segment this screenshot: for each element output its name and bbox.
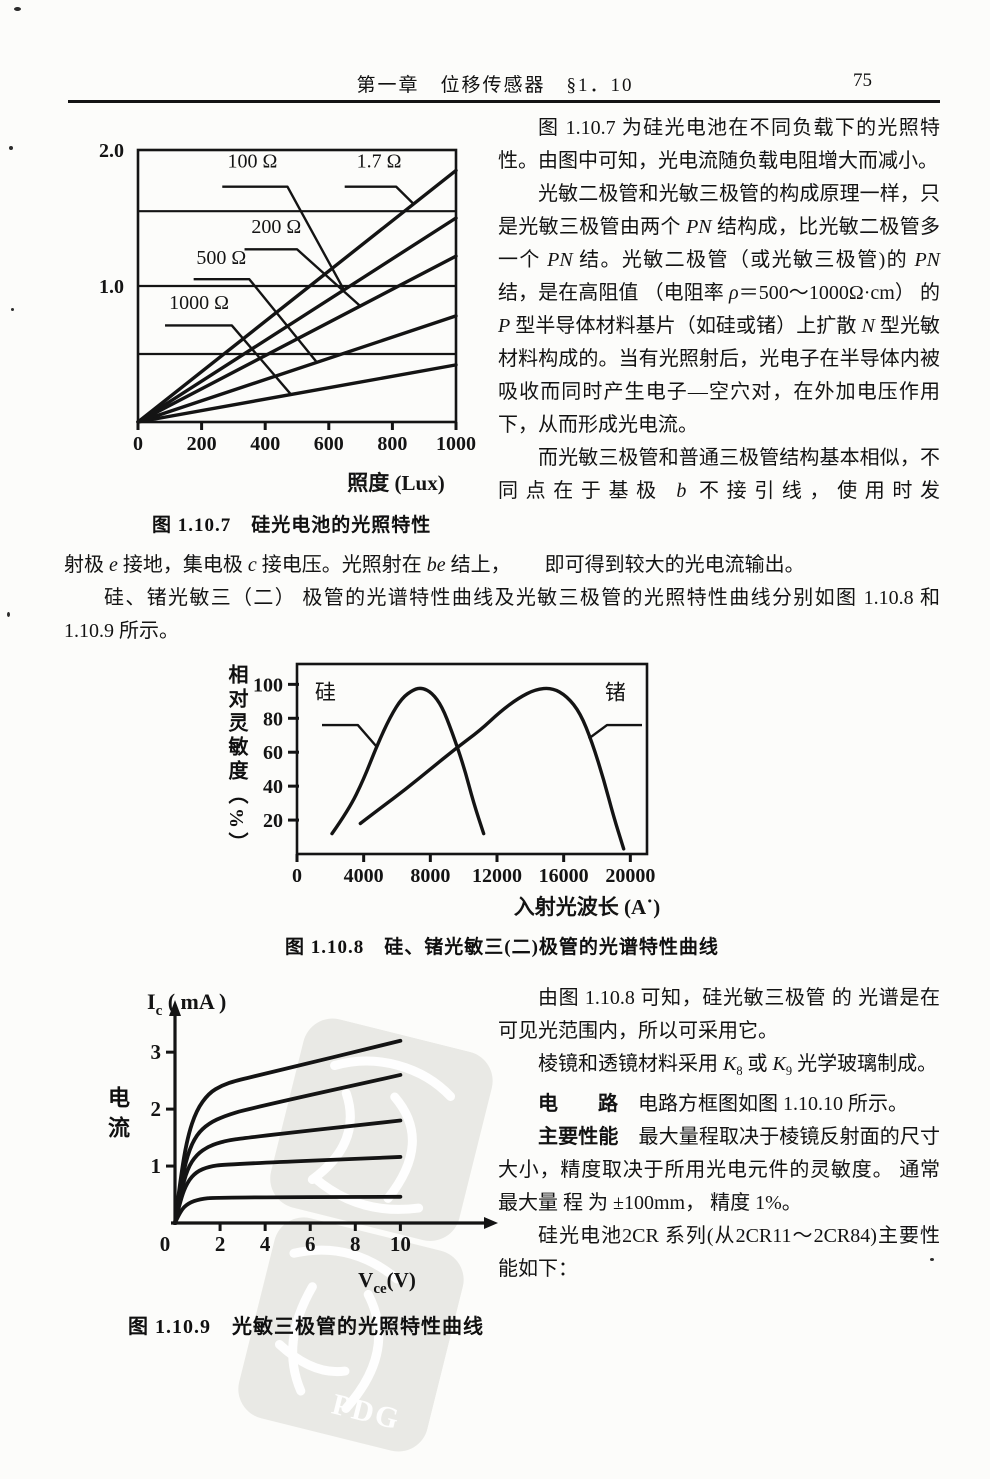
x-axis-arrowhead xyxy=(484,1217,498,1229)
figure-1-10-8-chart: 0 4000 8000 12000 16000 20000 20 40 60 80 100 硅 锗入射光… xyxy=(253,662,660,919)
paragraph-photodiode-principle: 光敏二极管和光敏三极管的构成原理一样，只是光敏三极管由两个 PN 结构成，比光敏… xyxy=(498,183,941,436)
annotation-label: 100 Ω xyxy=(228,151,278,173)
paragraph-fig7-intro: 图 1.10.7 为硅光电池在不同负载下的光照特性。由图中可知，光电流随负载电阻… xyxy=(498,117,940,172)
series-line-500 Ω xyxy=(136,314,458,424)
figure-1-10-8-caption: 图 1.10.8 硅、锗光敏三(二)极管的光谱特性曲线 xyxy=(285,937,719,958)
x-tick-label: 800 xyxy=(377,433,407,455)
x-tick-label: 12000 xyxy=(472,865,522,887)
series-line-curve-2 xyxy=(173,1073,403,1225)
fig9-y-axis-label: 电流 xyxy=(105,1086,130,1146)
x-tick-label: 8000 xyxy=(410,865,450,887)
x-tick-label: 0 xyxy=(133,433,143,455)
paragraph-figure-references: 硅、锗光敏三（二） 极管的光谱特性曲线及光敏三极管的光照特性曲线分别如图 1.1… xyxy=(64,587,940,642)
annotation-label: 200 Ω xyxy=(251,216,301,238)
plot-frame xyxy=(136,148,458,424)
paragraph-circuit: 电 路 电路方框图如图 1.10.10 所示。 xyxy=(538,1093,908,1115)
x-axis-title: Vce(V) xyxy=(358,1268,416,1297)
x-axis-title: 入射光波长 (A˙) xyxy=(514,895,660,919)
x-axis-title: 照度 (Lux) xyxy=(347,471,444,495)
y-tick-label: 100 xyxy=(253,674,283,696)
series-line-curve-5 xyxy=(173,1194,403,1225)
right-column-top: 图 1.10.7 为硅光电池在不同负载下的光照特性。由图中可知，光电流随负载电阻… xyxy=(498,112,940,508)
annotation-label: 硅 xyxy=(315,681,336,705)
series-line-1000 Ω xyxy=(136,363,458,424)
paragraph-glass-material: 棱镜和透镜材料采用 K8 或 K9 光学玻璃制成。 xyxy=(538,1053,938,1078)
x-tick-label: 0 xyxy=(292,865,302,887)
watermark-glyphs: PDG xyxy=(238,1018,493,1452)
annotation-leader xyxy=(222,185,346,291)
scan-speckle xyxy=(11,308,14,311)
y-axis-title: Ic ( mA ) xyxy=(147,989,226,1019)
figure-1-10-9-caption: 图 1.10.9 光敏三极管的光照特性曲线 xyxy=(128,1316,484,1338)
y-tick-label: 60 xyxy=(263,742,283,764)
y-axis-arrowhead xyxy=(169,1000,181,1016)
scan-speckle xyxy=(14,7,21,11)
right-column-bottom: 由图 1.10.8 可知，硅光敏三极管 的 光谱是在可见光范围内，所以可采用它。… xyxy=(498,982,940,1286)
x-tick-label: 6 xyxy=(305,1232,316,1256)
x-tick-label: 8 xyxy=(350,1232,361,1256)
series-line-硅 xyxy=(330,686,486,836)
annotation-label: 锗 xyxy=(605,681,626,705)
x-tick-label: 4 xyxy=(260,1232,271,1256)
y-tick-label: 1.0 xyxy=(99,276,124,298)
chapter-heading: 第一章 位移传感器 §1．10 xyxy=(356,75,634,96)
x-tick-label: 10 xyxy=(390,1232,411,1256)
y-tick-label: 80 xyxy=(263,708,283,730)
x-tick-label: 16000 xyxy=(539,865,589,887)
series-line-curve-1 xyxy=(173,1038,403,1225)
x-tick-label: 1000 xyxy=(436,433,476,455)
paragraph-fig8-conclusion: 由图 1.10.8 可知，硅光敏三极管 的 光谱是在可见光范围内，所以可采用它。 xyxy=(498,987,940,1042)
paragraph-main-performance: 主要性能 最大量程取决于棱镜反射面的尺寸大小，精度取决于所用光电元件的灵敏度。 … xyxy=(498,1126,941,1214)
x-tick-label: 2 xyxy=(215,1232,226,1256)
page-number: 75 xyxy=(853,70,872,91)
plot-frame xyxy=(295,662,649,856)
scan-speckle xyxy=(9,146,13,150)
paragraph-2cr-series: 硅光电池2CR 系列(从2CR11～2CR84)主要性能如下： xyxy=(498,1225,940,1280)
series-line-锗 xyxy=(358,686,626,851)
x-tick-label: 4000 xyxy=(344,865,384,887)
annotation-leader xyxy=(587,723,642,740)
y-tick-label: 3 xyxy=(151,1040,162,1064)
x-tick-label: 600 xyxy=(314,433,344,455)
figure-1-10-7-caption: 图 1.10.7 硅光电池的光照特性 xyxy=(152,515,432,536)
y-tick-label: 1 xyxy=(151,1154,162,1178)
series-line-1.7 Ω xyxy=(136,168,458,424)
annotation-leader xyxy=(193,278,318,363)
annotation-leader xyxy=(344,185,415,206)
scan-speckle xyxy=(7,612,10,617)
y-tick-label: 40 xyxy=(263,776,283,798)
annotation-label: 1000 Ω xyxy=(169,292,229,314)
y-tick-label: 2.0 xyxy=(99,140,124,162)
x-tick-label: 0 xyxy=(160,1232,171,1256)
paragraph-phototransistor-structure: 而光敏三极管和普通三极管结构基本相似，不同点在于基极 b 不接引线，使用时发 xyxy=(498,447,940,502)
annotation-leader xyxy=(244,248,362,308)
annotation-leader xyxy=(322,723,378,748)
y-tick-label: 20 xyxy=(263,810,283,832)
x-tick-label: 400 xyxy=(250,433,280,455)
y-tick-label: 2 xyxy=(151,1097,162,1121)
header-rule xyxy=(68,100,940,103)
scan-speckle xyxy=(930,1258,934,1261)
series-line-curve-3 xyxy=(173,1118,403,1225)
series-line-curve-4 xyxy=(173,1155,403,1225)
x-tick-label: 20000 xyxy=(605,865,655,887)
annotation-label: 500 Ω xyxy=(196,247,246,269)
x-tick-label: 200 xyxy=(187,433,217,455)
watermark-stamp: PDG xyxy=(196,1008,519,1463)
fullwidth-text: 射极 e 接地，集电极 c 接电压。光照射在 be 结上， 即可得到较大的光电流输… xyxy=(64,549,940,648)
annotation-leader xyxy=(165,324,293,396)
annotation-label: 1.7 Ω xyxy=(357,151,402,173)
fig8-y-axis-label: 相对灵敏度（%） xyxy=(225,664,247,856)
paragraph-emitter-ground: 射极 e 接地，集电极 c 接电压。光照射在 be 结上， 即可得到较大的光电流输… xyxy=(64,554,805,576)
series-line-100 Ω xyxy=(136,216,458,424)
figure-1-10-7-chart: 0 200 400 600 800 1000 2.0 1.0 100 Ω 1.7 Ω 200 Ω50… xyxy=(99,140,476,495)
